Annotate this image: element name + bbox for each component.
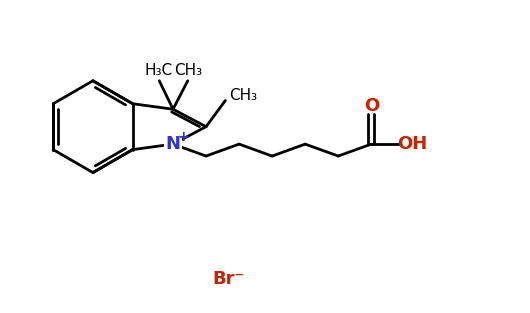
Text: OH: OH (398, 135, 428, 153)
Text: N: N (165, 135, 181, 153)
Text: Br⁻: Br⁻ (212, 270, 244, 288)
Text: O: O (364, 97, 379, 115)
Text: CH₃: CH₃ (229, 89, 257, 103)
Text: H₃C: H₃C (144, 63, 172, 78)
Text: CH₃: CH₃ (174, 63, 202, 78)
Text: +: + (178, 130, 189, 144)
